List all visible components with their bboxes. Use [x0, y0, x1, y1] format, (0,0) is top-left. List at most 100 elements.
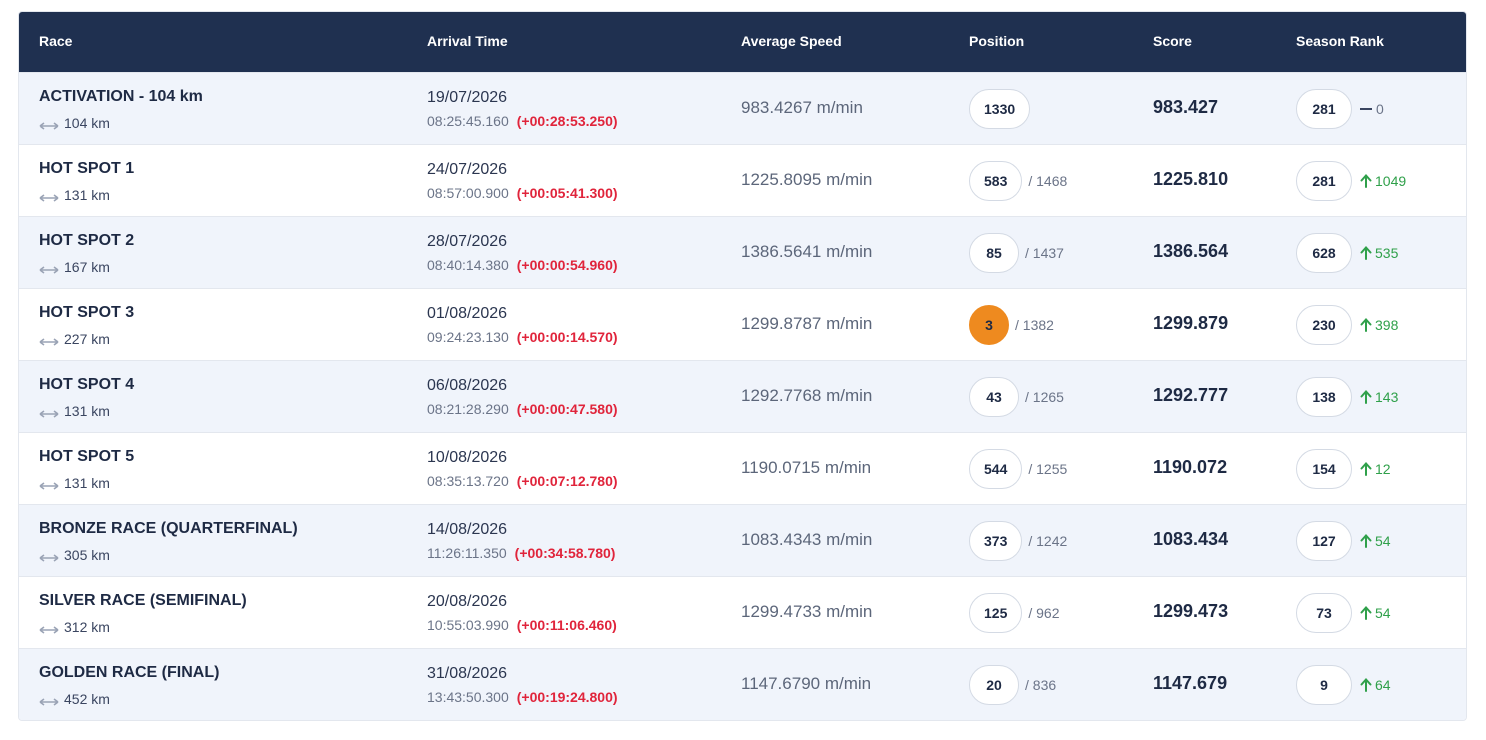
header-score[interactable]: Score: [1153, 33, 1192, 49]
distance-value: 167 km: [64, 259, 110, 275]
race-distance: 305 km: [39, 547, 110, 563]
score-value: 1190.072: [1153, 457, 1228, 477]
table-row[interactable]: BRONZE RACE (QUARTERFINAL) 305 km 14/08/…: [19, 504, 1466, 576]
race-name[interactable]: HOT SPOT 1: [39, 160, 135, 177]
score-value: 1292.777: [1153, 385, 1229, 405]
arrival-clock: 10:55:03.990: [427, 617, 509, 633]
table-row[interactable]: GOLDEN RACE (FINAL) 452 km 31/08/2026 13…: [19, 648, 1466, 720]
rank-change: 143: [1375, 389, 1399, 405]
season-rank-badge: 281: [1296, 161, 1352, 201]
time-gap: (+00:00:14.570): [516, 329, 618, 345]
time-gap: (+00:28:53.250): [516, 113, 618, 129]
rank-change: 398: [1375, 317, 1399, 333]
position-total: / 962: [1028, 605, 1060, 621]
distance-arrows-icon: [39, 262, 59, 274]
race-name[interactable]: ACTIVATION - 104 km: [39, 88, 203, 105]
table-row[interactable]: HOT SPOT 4 131 km 06/08/2026 08:21:28.29…: [19, 360, 1466, 432]
distance-arrows-icon: [39, 694, 59, 706]
arrival-clock: 13:43:50.300: [427, 689, 509, 705]
arrival-date: 14/08/2026: [427, 521, 508, 538]
header-race[interactable]: Race: [39, 33, 73, 49]
season-rank-badge: 73: [1296, 593, 1352, 633]
race-distance: 131 km: [39, 403, 110, 419]
table-row[interactable]: HOT SPOT 2 167 km 28/07/2026 08:40:14.38…: [19, 216, 1466, 288]
average-speed: 1225.8095 m/min: [741, 170, 873, 189]
position-total: / 1265: [1025, 389, 1064, 405]
race-name[interactable]: SILVER RACE (SEMIFINAL): [39, 592, 247, 609]
distance-value: 227 km: [64, 331, 110, 347]
score-value: 1299.473: [1153, 601, 1229, 621]
season-rank-cell: 628 535: [1296, 233, 1398, 273]
position-cell: 1330: [969, 89, 1031, 129]
header-season-rank[interactable]: Season Rank: [1296, 33, 1384, 49]
header-average-speed[interactable]: Average Speed: [741, 33, 842, 49]
arrival-date: 31/08/2026: [427, 665, 508, 682]
position-cell: 20 / 836: [969, 665, 1056, 705]
distance-value: 312 km: [64, 619, 110, 635]
arrival-date: 20/08/2026: [427, 593, 508, 610]
race-name[interactable]: HOT SPOT 2: [39, 232, 135, 249]
race-name[interactable]: HOT SPOT 4: [39, 376, 135, 393]
season-rank-badge: 154: [1296, 449, 1352, 489]
arrow-up-icon: [1360, 462, 1372, 476]
table-row[interactable]: HOT SPOT 3 227 km 01/08/2026 09:24:23.13…: [19, 288, 1466, 360]
arrow-up-icon: [1360, 246, 1372, 260]
distance-value: 131 km: [64, 187, 110, 203]
arrival-clock: 08:40:14.380: [427, 257, 509, 273]
average-speed: 1147.6790 m/min: [741, 674, 872, 693]
arrival-clock: 08:25:45.160: [427, 113, 509, 129]
arrival-time: 11:26:11.350 (+00:34:58.780): [427, 545, 615, 561]
rank-change: 1049: [1375, 173, 1407, 189]
arrival-clock: 08:57:00.900: [427, 185, 509, 201]
table-row[interactable]: SILVER RACE (SEMIFINAL) 312 km 20/08/202…: [19, 576, 1466, 648]
arrival-time: 08:57:00.900 (+00:05:41.300): [427, 185, 618, 201]
position-cell: 85 / 1437: [969, 233, 1064, 273]
arrow-up-icon: [1360, 534, 1372, 548]
race-results-table: Race Arrival Time Average Speed Position…: [18, 11, 1467, 721]
average-speed: 1299.4733 m/min: [741, 602, 873, 621]
season-rank-badge: 281: [1296, 89, 1352, 129]
season-rank-badge: 628: [1296, 233, 1352, 273]
race-distance: 131 km: [39, 187, 110, 203]
season-rank-badge: 9: [1296, 665, 1352, 705]
score-value: 1386.564: [1153, 241, 1229, 261]
rank-change: 535: [1375, 245, 1399, 261]
arrow-up-icon: [1360, 606, 1372, 620]
score-value: 1225.810: [1153, 169, 1229, 189]
arrival-date: 10/08/2026: [427, 449, 508, 466]
rank-change: 12: [1375, 461, 1391, 477]
season-rank-cell: 281 1049: [1296, 161, 1406, 201]
race-name[interactable]: BRONZE RACE (QUARTERFINAL): [39, 520, 298, 537]
position-badge: 85: [969, 233, 1019, 273]
rank-trend: 398: [1360, 317, 1398, 333]
dash-icon: [1360, 108, 1372, 110]
race-name[interactable]: GOLDEN RACE (FINAL): [39, 664, 220, 681]
season-rank-cell: 230 398: [1296, 305, 1398, 345]
rank-trend: 143: [1360, 389, 1398, 405]
race-name[interactable]: HOT SPOT 3: [39, 304, 135, 321]
header-position[interactable]: Position: [969, 33, 1025, 49]
average-speed: 1190.0715 m/min: [741, 458, 872, 477]
table-row[interactable]: HOT SPOT 1 131 km 24/07/2026 08:57:00.90…: [19, 144, 1466, 216]
arrival-time: 08:21:28.290 (+00:00:47.580): [427, 401, 618, 417]
season-rank-badge: 138: [1296, 377, 1352, 417]
position-cell: 125 / 962: [969, 593, 1060, 633]
distance-arrows-icon: [39, 406, 59, 418]
rank-trend: 0: [1360, 101, 1384, 117]
race-distance: 131 km: [39, 475, 110, 491]
season-rank-badge: 127: [1296, 521, 1352, 561]
position-cell: 3 / 1382: [969, 305, 1054, 345]
position-total: / 1468: [1028, 173, 1068, 189]
race-distance: 452 km: [39, 691, 110, 707]
arrival-time: 09:24:23.130 (+00:00:14.570): [427, 329, 618, 345]
average-speed: 1083.4343 m/min: [741, 530, 873, 549]
rank-change: 0: [1376, 101, 1384, 117]
arrival-date: 06/08/2026: [427, 377, 508, 394]
table-row[interactable]: ACTIVATION - 104 km 104 km 19/07/2026 08…: [19, 72, 1466, 144]
arrow-up-icon: [1360, 678, 1372, 692]
header-arrival-time[interactable]: Arrival Time: [427, 33, 508, 49]
table-row[interactable]: HOT SPOT 5 131 km 10/08/2026 08:35:13.72…: [19, 432, 1466, 504]
season-rank-cell: 73 54: [1296, 593, 1391, 633]
average-speed: 1386.5641 m/min: [741, 242, 873, 261]
race-name[interactable]: HOT SPOT 5: [39, 448, 135, 465]
